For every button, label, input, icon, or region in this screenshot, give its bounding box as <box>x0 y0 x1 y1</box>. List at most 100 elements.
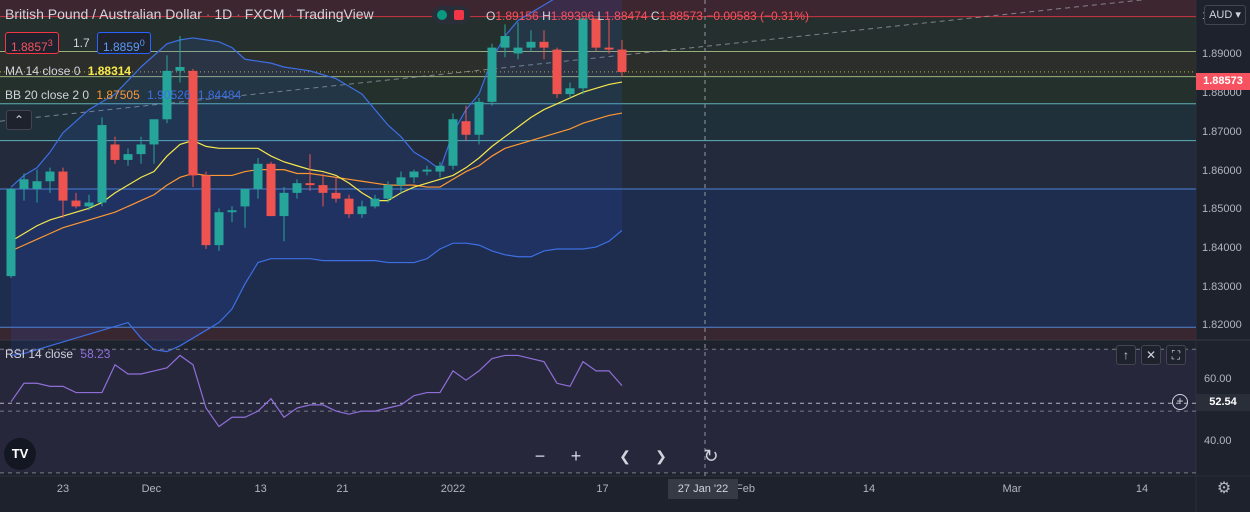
zoom-in-button[interactable]: + <box>570 446 582 466</box>
bb-lower-value: 1.84484 <box>197 88 242 102</box>
price-tick-label: 1.89000 <box>1202 48 1242 61</box>
level-zone <box>0 76 1196 104</box>
zoom-out-button[interactable]: − <box>534 446 546 466</box>
candle-body <box>214 212 224 246</box>
close-pane-button[interactable]: ✕ <box>1141 345 1161 365</box>
candle-body <box>552 49 562 95</box>
price-tick-label: 1.85000 <box>1202 203 1242 216</box>
price-axis[interactable]: 1.900001.890001.880001.870001.860001.850… <box>1196 0 1250 340</box>
trend-line <box>0 0 1147 122</box>
price-tick-label: 1.86000 <box>1202 164 1242 177</box>
candle-body <box>578 18 588 89</box>
time-tick-label: 13 <box>254 483 267 495</box>
ma-legend[interactable]: MA 14 close 0 1.88314 <box>5 62 135 80</box>
brand-label: TradingView <box>296 6 374 22</box>
candle-body <box>435 165 445 172</box>
candle-body <box>136 144 146 155</box>
time-tick-label: Mar <box>1002 483 1022 495</box>
market-status-icon[interactable] <box>432 6 470 24</box>
candle-body <box>487 47 497 102</box>
reset-chart-button[interactable]: ↻ <box>703 446 719 466</box>
candle-body <box>123 154 133 160</box>
candle-body <box>526 41 536 48</box>
rsi-axis[interactable]: 60.00 40.00 <box>1196 340 1250 476</box>
candle-body <box>71 200 81 207</box>
candle-body <box>513 47 523 54</box>
price-tick-label: 1.88000 <box>1202 87 1242 100</box>
ma-value: 1.88314 <box>87 64 132 78</box>
bb-label: BB 20 close 2 0 <box>5 88 90 102</box>
time-axis-bg <box>0 476 1250 512</box>
maximize-pane-button[interactable]: ⛶ <box>1166 345 1186 365</box>
crosshair-time-label: 27 Jan '22 <box>668 479 738 499</box>
spread-value: 1.7 <box>73 36 90 50</box>
close-value: 1.88573 <box>659 9 703 23</box>
buy-price-button[interactable]: 1.88590 <box>97 32 151 54</box>
candle-body <box>461 121 471 135</box>
candle-body <box>591 18 601 48</box>
move-pane-up-button[interactable]: ↑ <box>1116 345 1136 365</box>
candle-body <box>305 183 315 186</box>
candle-body <box>500 36 510 48</box>
add-alert-icon[interactable]: + <box>1172 394 1188 410</box>
candle-body <box>110 144 120 160</box>
time-tick-label: Dec <box>141 483 162 495</box>
candle-body <box>344 198 354 215</box>
open-value: 1.89156 <box>495 9 539 23</box>
rsi-label: RSI 14 close <box>5 347 74 361</box>
current-price-label: 1.88573 <box>1196 73 1250 90</box>
price-tick-label: 1.83000 <box>1202 280 1242 293</box>
time-tick-label: 14 <box>1135 483 1149 495</box>
candle-body <box>279 192 289 217</box>
collapse-legend-button[interactable]: ⌃ <box>6 110 32 130</box>
time-tick-label: 14 <box>862 483 876 495</box>
rsi-tick-label: 40.00 <box>1204 435 1232 447</box>
candle-body <box>318 185 328 193</box>
candle-body <box>370 198 380 207</box>
ma-line <box>10 81 623 242</box>
candle-body <box>474 101 484 135</box>
candle-body <box>201 175 211 246</box>
time-axis[interactable]: 23 Dec 13 21 2022 17 Feb 14 Mar 14 <box>0 476 1196 512</box>
candle-body <box>45 171 55 182</box>
settings-gear-icon[interactable]: ⚙ <box>1216 480 1232 497</box>
time-tick-label: 23 <box>56 483 70 495</box>
candle-body <box>396 177 406 186</box>
candle-body <box>84 202 94 207</box>
rsi-current-label: 52.54 <box>1196 394 1250 411</box>
candle-body <box>175 66 185 71</box>
price-tick-label: 1.87000 <box>1202 125 1242 138</box>
interval-label[interactable]: 1D <box>214 6 233 22</box>
candle-body <box>32 181 42 189</box>
candle-body <box>253 163 263 189</box>
level-zone <box>0 140 1196 189</box>
bb-basis-value: 1.87505 <box>96 88 140 102</box>
candle-body <box>383 185 393 199</box>
symbol-title[interactable]: British Pound / Australian Dollar <box>5 6 202 22</box>
tradingview-logo[interactable]: TV <box>4 438 36 470</box>
time-tick-label: 17 <box>596 483 609 495</box>
sell-price-button[interactable]: 1.885703 <box>5 32 59 54</box>
price-tick-label: 1.82000 <box>1202 319 1242 332</box>
low-value: 1.88474 <box>604 9 648 23</box>
currency-selector[interactable]: AUD ▾ <box>1204 5 1246 25</box>
candle-body <box>331 192 341 199</box>
ma-label: MA 14 close 0 <box>5 64 81 78</box>
bb-basis-line <box>10 112 623 252</box>
candle-body <box>188 70 198 176</box>
bb-legend[interactable]: BB 20 close 2 0 1.87505 1.90526 1.84484 <box>5 86 245 104</box>
bb-upper-line <box>10 0 554 188</box>
candle-body <box>617 49 627 73</box>
candle-body <box>227 210 237 213</box>
level-zone <box>0 103 1196 141</box>
price-tick-label: 1.84000 <box>1202 241 1242 254</box>
rsi-legend[interactable]: RSI 14 close 58.23 <box>5 345 114 363</box>
scroll-left-button[interactable]: ❮ <box>619 448 631 464</box>
high-value: 1.89396 <box>550 9 595 23</box>
time-tick-label: Feb <box>736 483 755 495</box>
scroll-right-button[interactable]: ❯ <box>655 448 667 464</box>
chart-header: British Pound / Australian Dollar · 1D ·… <box>5 6 374 22</box>
candle-body <box>565 88 575 95</box>
